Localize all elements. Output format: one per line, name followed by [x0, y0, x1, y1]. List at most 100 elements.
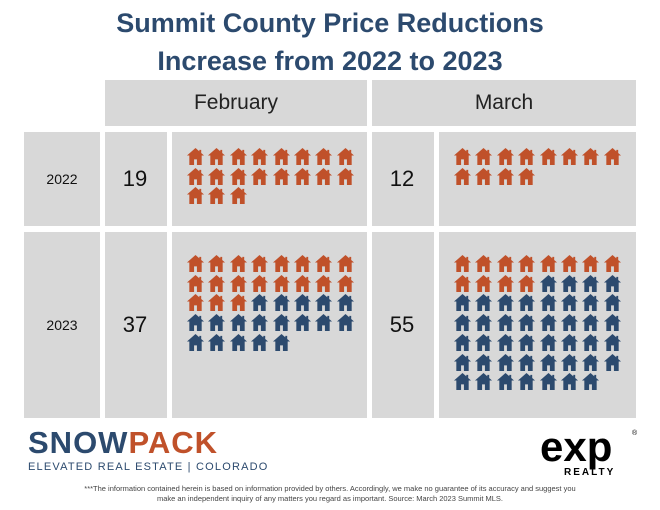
logo-tagline: ELEVATED REAL ESTATE | COLORADO	[28, 461, 269, 473]
snowpack-logo: SNOWPACK ELEVATED REAL ESTATE | COLORADO	[28, 426, 269, 474]
house-icon	[560, 314, 579, 332]
house-icon	[496, 167, 514, 185]
house-icon	[518, 274, 536, 292]
house-icon	[518, 373, 536, 391]
house-icon	[251, 333, 269, 351]
house-icon	[272, 254, 290, 273]
house-icon	[560, 254, 579, 273]
house-icon	[315, 167, 333, 185]
house-icon	[208, 333, 226, 351]
title-line-2: Increase from 2022 to 2023	[157, 46, 503, 76]
house-icon	[582, 353, 600, 371]
house-icon	[208, 294, 226, 312]
exp-realty: REALTY	[564, 467, 615, 478]
house-icon	[315, 294, 333, 312]
house-icon	[453, 333, 472, 351]
house-icon	[315, 147, 333, 166]
house-icon	[539, 274, 557, 292]
svg-text:®: ®	[632, 429, 638, 437]
house-icon	[272, 333, 290, 351]
house-icon	[251, 294, 269, 312]
house-icon	[336, 254, 354, 273]
house-icon	[475, 333, 493, 351]
house-icon	[453, 167, 472, 185]
house-icon	[229, 254, 247, 273]
house-icon	[539, 333, 557, 351]
year-2022-label: 2022	[46, 171, 78, 187]
house-icon	[518, 254, 536, 273]
house-icon	[518, 167, 536, 185]
house-icon	[229, 314, 247, 332]
house-icon	[186, 333, 205, 351]
house-icon	[539, 294, 557, 312]
house-icon	[539, 314, 557, 332]
house-icon	[603, 333, 621, 351]
header-february-label: February	[193, 91, 279, 114]
house-icon	[475, 254, 493, 273]
cell-2023-feb-count	[105, 232, 167, 418]
house-icon	[186, 167, 205, 185]
house-icon	[582, 254, 600, 273]
house-icon	[560, 147, 579, 166]
house-icon	[603, 254, 621, 273]
disclaimer-line-1: ***The information contained herein is b…	[84, 484, 576, 493]
house-icon	[251, 254, 269, 273]
house-icon	[208, 167, 226, 185]
house-icon	[315, 254, 333, 273]
house-icon	[603, 353, 621, 371]
house-icon	[336, 314, 354, 332]
exp-realty-logo: exp ® REALTY	[538, 423, 638, 486]
house-icon	[518, 147, 536, 166]
house-icon	[453, 254, 472, 273]
house-icon	[539, 353, 557, 371]
cell-2023-mar-count	[372, 232, 434, 418]
house-icon	[582, 147, 600, 166]
house-icon	[336, 167, 354, 185]
cell-2023-mar-icons	[439, 232, 636, 418]
disclaimer-line-2: make an independent inquiry of any matte…	[156, 494, 503, 503]
house-icon	[475, 314, 493, 332]
house-icon	[603, 294, 621, 312]
house-icon	[518, 333, 536, 351]
house-icon	[496, 333, 514, 351]
house-icon	[475, 353, 493, 371]
house-icon	[186, 187, 205, 205]
house-icon	[518, 294, 536, 312]
row-2022-year: 2022	[24, 132, 100, 226]
house-icon	[518, 314, 536, 332]
house-icon	[229, 274, 247, 292]
house-icon	[560, 353, 579, 371]
house-icon	[496, 274, 514, 292]
house-icon	[475, 294, 493, 312]
house-icon	[539, 147, 557, 166]
house-icon	[475, 373, 493, 391]
house-icon	[293, 274, 312, 292]
house-icon	[229, 167, 247, 185]
house-icon	[251, 167, 269, 185]
cell-2022-feb-icons	[172, 132, 367, 226]
house-icon	[603, 314, 621, 332]
row-2023-year: 2023	[24, 232, 100, 418]
house-icon	[603, 147, 621, 166]
house-icon	[272, 147, 290, 166]
house-icon	[293, 254, 312, 273]
house-icon	[251, 274, 269, 292]
house-icon	[208, 314, 226, 332]
header-march: March	[372, 80, 636, 126]
house-icon	[251, 314, 269, 332]
house-icon	[475, 167, 493, 185]
house-icon	[186, 147, 205, 166]
house-icon	[475, 274, 493, 292]
disclaimer: ***The information contained herein is b…	[40, 484, 620, 504]
house-icon	[582, 294, 600, 312]
house-icon	[336, 294, 354, 312]
house-icon	[336, 274, 354, 292]
house-icon	[560, 373, 579, 391]
house-icon	[272, 167, 290, 185]
house-icon	[496, 294, 514, 312]
cell-2022-feb-count	[105, 132, 167, 226]
house-icon	[453, 147, 472, 166]
exp-wordmark: exp	[540, 425, 612, 470]
house-icon	[475, 147, 493, 166]
value-2023-march: 55	[389, 312, 415, 337]
